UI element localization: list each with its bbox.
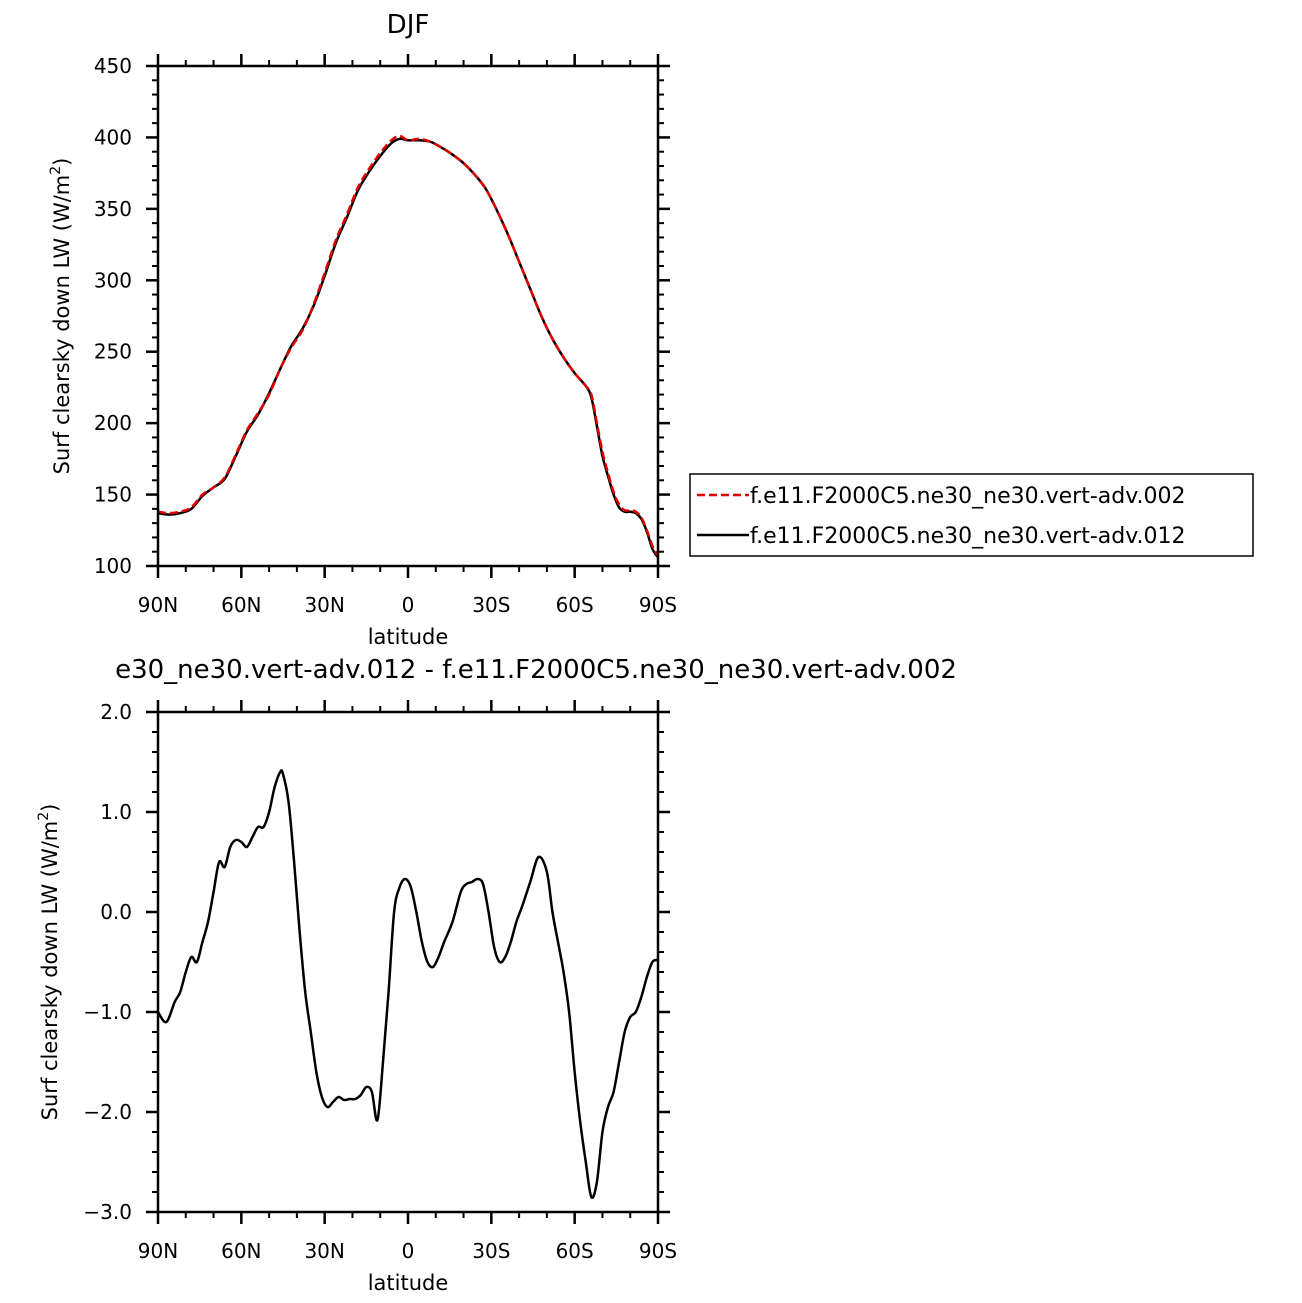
top-ytick-label: 300 xyxy=(94,268,132,292)
bottom-chart-y-axis-label-sup: 2 xyxy=(36,812,52,821)
top-ytick-label: 400 xyxy=(94,125,132,149)
top-chart-y-axis-label-main: Surf clearsky down LW (W/m xyxy=(50,175,74,475)
top-series-line-1 xyxy=(157,137,660,559)
top-chart-x-axis-label: latitude xyxy=(368,625,449,649)
bottom-ytick-label: −3.0 xyxy=(83,1200,132,1224)
top-ytick-label: 200 xyxy=(94,411,132,435)
bottom-chart: e30_ne30.vert-adv.012 - f.e11.F2000C5.ne… xyxy=(36,655,957,1295)
top-chart: DJF 100 150 200 250 300 350 400 450 90N 60N 30N 0 30… xyxy=(48,10,1254,649)
legend-label-series-2: f.e11.F2000C5.ne30_ne30.vert-adv.012 xyxy=(750,524,1186,549)
top-chart-legend: f.e11.F2000C5.ne30_ne30.vert-adv.002 f.e… xyxy=(689,473,1254,557)
bottom-chart-series-group xyxy=(156,769,659,1200)
bottom-ytick-label: −1.0 xyxy=(83,1000,132,1024)
bottom-xtick-label: 30S xyxy=(472,1239,510,1263)
top-ytick-label: 250 xyxy=(94,340,132,364)
top-xtick-label: 30S xyxy=(472,593,510,617)
bottom-ytick-label: 0.0 xyxy=(100,900,132,924)
top-ytick-label: 150 xyxy=(94,483,132,507)
bottom-xtick-label: 90N xyxy=(138,1239,178,1263)
top-chart-ticks: 100 150 200 250 300 350 400 450 90N 60N 30N 0 30S 60S… xyxy=(94,54,677,617)
top-chart-y-axis-label-close: ) xyxy=(50,158,74,166)
top-xtick-label: 30N xyxy=(304,593,344,617)
bottom-xtick-label: 60S xyxy=(556,1239,594,1263)
bottom-chart-y-axis-label: Surf clearsky down LW (W/m2) xyxy=(36,804,62,1121)
bottom-chart-title: e30_ne30.vert-adv.012 - f.e11.F2000C5.ne… xyxy=(115,655,957,685)
top-chart-y-axis-label-sup: 2 xyxy=(48,166,64,175)
top-chart-y-axis-label: Surf clearsky down LW (W/m2) xyxy=(48,158,74,475)
top-ytick-label: 350 xyxy=(94,197,132,221)
top-xtick-label: 0 xyxy=(402,593,415,617)
bottom-chart-y-axis-label-close: ) xyxy=(38,804,62,812)
top-ytick-label: 450 xyxy=(94,54,132,78)
bottom-xtick-label: 0 xyxy=(402,1239,415,1263)
top-series-line-2 xyxy=(157,134,660,557)
top-ytick-label: 100 xyxy=(94,554,132,578)
legend-box xyxy=(689,473,1254,557)
top-chart-title: DJF xyxy=(387,10,430,40)
top-xtick-label: 60S xyxy=(556,593,594,617)
bottom-ytick-label: 1.0 xyxy=(100,800,132,824)
bottom-chart-x-axis-label: latitude xyxy=(368,1271,449,1295)
top-chart-series-group xyxy=(157,134,660,559)
top-xtick-label: 60N xyxy=(221,593,261,617)
bottom-ytick-label: 2.0 xyxy=(100,700,132,724)
top-xtick-label: 90S xyxy=(639,593,677,617)
bottom-series-line-1 xyxy=(156,769,659,1200)
bottom-chart-y-axis-label-main: Surf clearsky down LW (W/m xyxy=(38,821,62,1121)
bottom-xtick-label: 30N xyxy=(304,1239,344,1263)
legend-label-series-1: f.e11.F2000C5.ne30_ne30.vert-adv.002 xyxy=(750,484,1186,509)
bottom-ytick-label: −2.0 xyxy=(83,1100,132,1124)
bottom-xtick-label: 60N xyxy=(221,1239,261,1263)
bottom-xtick-label: 90S xyxy=(639,1239,677,1263)
bottom-chart-ticks: −3.0 −2.0 −1.0 0.0 1.0 2.0 90N 60N 30N 0 30S 60S 90S xyxy=(83,700,677,1263)
top-xtick-label: 90N xyxy=(138,593,178,617)
